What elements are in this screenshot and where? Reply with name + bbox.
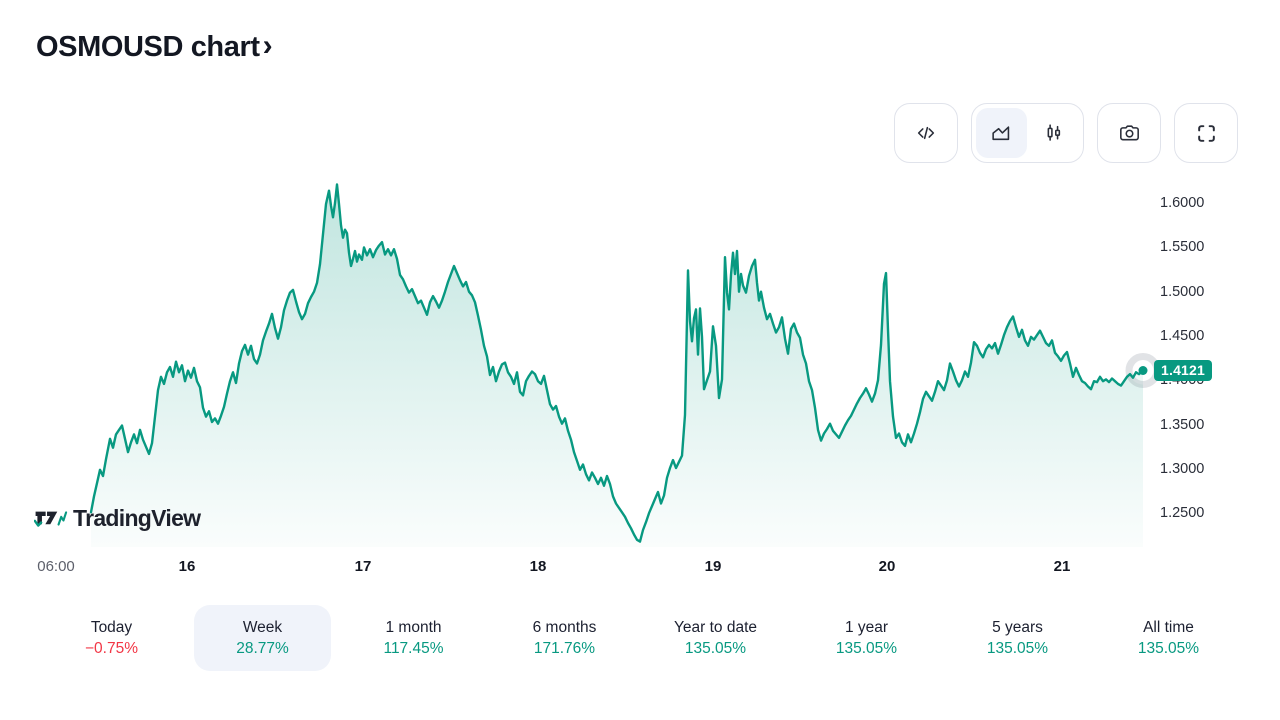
fullscreen-icon bbox=[1197, 124, 1215, 142]
range-change-value: 28.77% bbox=[236, 640, 289, 657]
range-label: 5 years bbox=[992, 619, 1043, 636]
range-label: Today bbox=[90, 619, 133, 636]
last-price-dot bbox=[1138, 366, 1148, 375]
code-icon bbox=[917, 126, 935, 140]
range-change-value: 135.05% bbox=[1137, 640, 1200, 657]
range-change-value: −0.75% bbox=[84, 640, 138, 657]
candlestick-chart-button[interactable] bbox=[1029, 108, 1080, 158]
range-week[interactable]: Week 28.77% bbox=[194, 605, 331, 671]
price-scale-label: 1.3500 bbox=[1160, 416, 1205, 433]
range-label: Week bbox=[242, 619, 283, 636]
price-scale-label: 1.6000 bbox=[1160, 195, 1205, 211]
area-chart-button[interactable] bbox=[976, 108, 1027, 158]
time-scale-label: 19 bbox=[704, 558, 722, 575]
area-chart-icon bbox=[992, 126, 1010, 141]
time-scale-label: 16 bbox=[178, 558, 196, 575]
camera-icon bbox=[1119, 124, 1139, 140]
time-scale-label: 06:00 bbox=[37, 558, 75, 575]
range-1-year[interactable]: 1 year 135.05% bbox=[798, 605, 935, 671]
range-change-value: 135.05% bbox=[835, 640, 898, 657]
series-line bbox=[89, 183, 1145, 543]
page-title: OSMOUSD chart bbox=[36, 31, 260, 63]
tradingview-wordmark: TradingView bbox=[73, 505, 201, 531]
range-all-time[interactable]: All time 135.05% bbox=[1100, 605, 1237, 671]
fullscreen-button[interactable] bbox=[1174, 103, 1238, 163]
chart-title-link[interactable]: OSMOUSD chart › bbox=[36, 28, 273, 64]
time-scale-label: 20 bbox=[878, 558, 896, 575]
current-price-badge: 1.4121 bbox=[1154, 359, 1213, 381]
range-tabs: Today −0.75% Week 28.77% 1 month 117.45% 6 mon… bbox=[36, 605, 1244, 671]
range-today[interactable]: Today −0.75% bbox=[43, 605, 180, 671]
candlestick-icon bbox=[1047, 124, 1060, 141]
range-change-value: 135.05% bbox=[684, 640, 747, 657]
range-label: 1 month bbox=[385, 619, 442, 636]
tradingview-mark-icon bbox=[34, 510, 68, 527]
series-fill bbox=[91, 184, 1143, 547]
chart-toolbar bbox=[894, 103, 1238, 163]
embed-code-button[interactable] bbox=[894, 103, 958, 163]
range-1-month[interactable]: 1 month 117.45% bbox=[345, 605, 482, 671]
tradingview-logo[interactable]: TradingView bbox=[34, 505, 201, 532]
range-label: 1 year bbox=[844, 619, 889, 636]
range-label: Year to date bbox=[673, 619, 758, 636]
price-chart[interactable]: 1.60001.55001.50001.45001.40001.35001.30… bbox=[0, 175, 1280, 575]
price-scale-label: 1.5000 bbox=[1160, 283, 1205, 300]
time-scale-label: 18 bbox=[529, 558, 547, 575]
chevron-right-icon: › bbox=[262, 28, 273, 62]
time-scale-label: 17 bbox=[354, 558, 372, 575]
range-change-value: 117.45% bbox=[383, 640, 444, 657]
price-scale-label: 1.2500 bbox=[1160, 505, 1205, 522]
range-label: 6 months bbox=[532, 619, 597, 636]
time-scale-label: 21 bbox=[1053, 558, 1071, 575]
range-label: All time bbox=[1143, 619, 1194, 636]
price-scale-label: 1.4500 bbox=[1160, 327, 1205, 344]
range-change-value: 171.76% bbox=[533, 640, 596, 657]
range-year-to-date[interactable]: Year to date 135.05% bbox=[647, 605, 784, 671]
price-scale-label: 1.3000 bbox=[1160, 460, 1205, 477]
price-scale-label: 1.5500 bbox=[1160, 239, 1205, 256]
range-5-years[interactable]: 5 years 135.05% bbox=[949, 605, 1086, 671]
snapshot-button[interactable] bbox=[1097, 103, 1161, 163]
range-6-months[interactable]: 6 months 171.76% bbox=[496, 605, 633, 671]
area-series bbox=[89, 183, 1161, 547]
chart-type-toggle bbox=[971, 103, 1084, 163]
range-change-value: 135.05% bbox=[986, 640, 1049, 657]
